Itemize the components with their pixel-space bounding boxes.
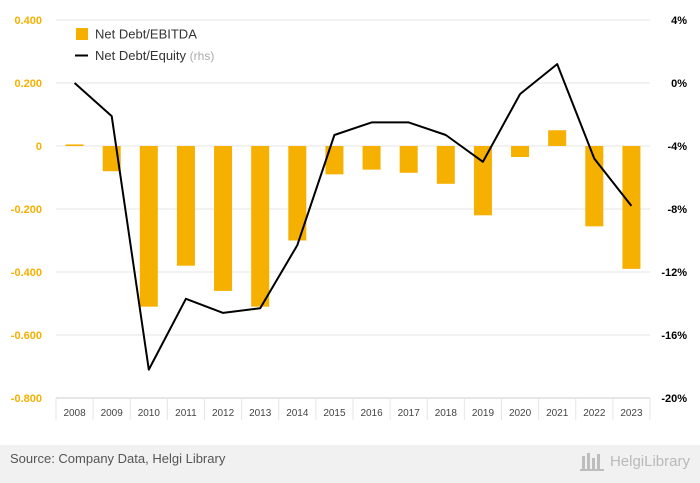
right-y-axis: 4% 0% -4% -8% -12% -16% -20% (661, 15, 687, 405)
legend-swatch-bars (76, 28, 88, 40)
right-tick-label: 0% (671, 78, 687, 90)
right-tick-label: -4% (667, 141, 687, 153)
bar (325, 146, 344, 175)
x-tick-label: 2010 (138, 408, 161, 419)
x-tick-label: 2021 (546, 408, 569, 419)
right-tick-label: -20% (661, 393, 687, 405)
x-tick-label: 2012 (212, 408, 235, 419)
left-tick-label: 0.400 (14, 15, 42, 27)
x-tick-label: 2017 (398, 408, 421, 419)
bar (288, 146, 307, 241)
x-tick-label: 2011 (175, 408, 197, 419)
bar (436, 146, 455, 184)
helgi-library-logo: HelgiLibrary (579, 448, 690, 474)
x-tick-label: 2009 (101, 408, 124, 419)
legend-label-line-name: Net Debt/Equity (95, 48, 187, 63)
source-note: Source: Company Data, Helgi Library (10, 451, 226, 466)
left-tick-label: 0 (36, 141, 42, 153)
right-tick-label: -8% (667, 204, 687, 216)
legend-label-line: Net Debt/Equity (rhs) (95, 48, 214, 63)
library-icon (579, 453, 604, 471)
x-tick-label: 2013 (249, 408, 272, 419)
left-tick-label: 0.200 (14, 78, 42, 90)
right-tick-label: -16% (661, 330, 687, 342)
left-y-axis: 0.400 0.200 0 -0.200 -0.400 -0.600 -0.800 (11, 15, 42, 405)
left-tick-label: -0.200 (11, 204, 42, 216)
bar (65, 144, 84, 146)
right-tick-label: 4% (671, 15, 687, 27)
legend: Net Debt/EBITDA Net Debt/Equity (rhs) (75, 27, 214, 63)
combo-chart: 2008 2009 2010 2011 2012 2013 2014 2015 2016 2017… (11, 15, 687, 420)
logo-text: HelgiLibrary (609, 452, 690, 470)
bar-series (65, 130, 641, 307)
left-tick-label: -0.800 (11, 393, 42, 405)
bar (399, 146, 418, 173)
bar (251, 146, 270, 307)
x-tick-label: 2023 (620, 408, 643, 419)
bar (139, 146, 158, 307)
x-tick-label: 2014 (286, 408, 309, 419)
right-tick-label: -12% (661, 267, 687, 279)
x-tick-label: 2019 (472, 408, 495, 419)
bar (548, 130, 567, 146)
bar (473, 146, 492, 216)
left-tick-label: -0.400 (11, 267, 42, 279)
x-axis: 2008 2009 2010 2011 2012 2013 2014 2015 2016 2017… (55, 397, 651, 420)
x-tick-label: 2020 (509, 408, 532, 419)
bar (585, 146, 604, 227)
bar (622, 146, 641, 269)
bar (511, 146, 530, 158)
left-tick-label: -0.600 (11, 330, 42, 342)
bar (362, 146, 381, 170)
bar (176, 146, 195, 266)
x-tick-label: 2016 (360, 408, 383, 419)
x-tick-label: 2015 (323, 408, 346, 419)
legend-label-line-suffix: (rhs) (190, 49, 215, 63)
line-series (73, 63, 633, 371)
bar (214, 146, 233, 291)
line-path (73, 63, 633, 371)
legend-label-bars: Net Debt/EBITDA (95, 27, 197, 42)
x-tick-label: 2018 (435, 408, 458, 419)
x-tick-label: 2022 (583, 408, 606, 419)
x-tick-label: 2008 (63, 408, 86, 419)
